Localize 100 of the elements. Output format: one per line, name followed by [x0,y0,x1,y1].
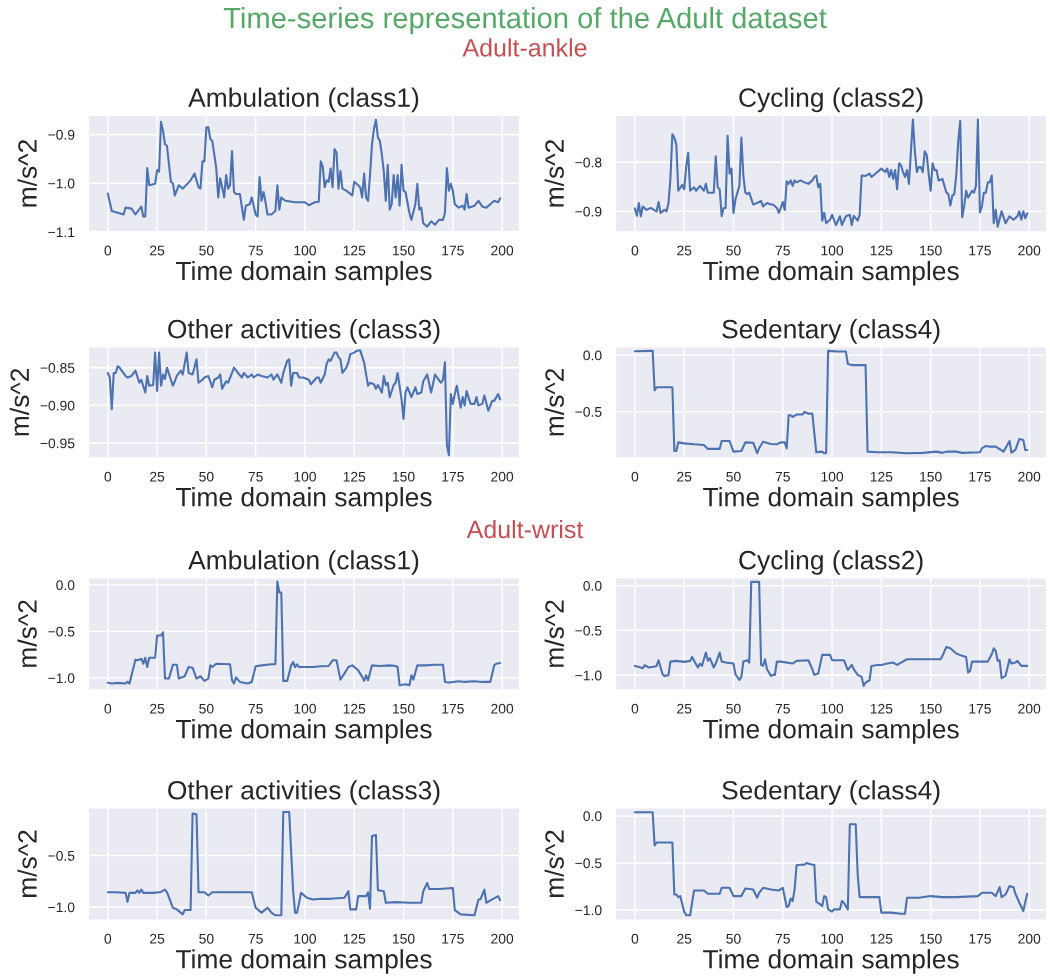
x-axis-title: Time domain samples [703,719,959,744]
y-axis-title: m/s^2 [17,600,37,667]
x-tick-label: 25 [677,245,692,256]
x-tick-label: 150 [393,245,415,256]
y-axis-title: m/s^2 [544,140,564,207]
y-axis-title: m/s^2 [544,600,564,667]
line-series [106,580,502,687]
x-tick-label: 75 [775,245,790,256]
x-tick-label: 50 [199,933,214,944]
y-tick-label: −1.0 [48,673,75,684]
x-tick-label: 0 [631,933,639,944]
chart-title: Ambulation (class1) [188,87,419,113]
x-tick-label: 25 [677,471,692,482]
x-tick-label: 125 [343,471,366,482]
y-tick-label: −0.85 [40,363,75,373]
x-tick-label: 50 [726,471,741,482]
line-series [633,811,1029,917]
y-axis-title: m/s^2 [17,140,37,207]
x-tick-label: 0 [104,703,112,714]
x-tick-label: 150 [920,471,942,482]
x-tick-label: 0 [104,933,112,944]
y-tick-label: −0.9 [575,206,602,217]
y-tick-label: −0.5 [575,858,602,869]
x-tick-label: 125 [343,245,366,256]
x-axis-title: Time domain samples [176,949,432,974]
x-axis-title: Time domain samples [176,260,432,286]
chart-title: Ambulation (class1) [188,550,419,575]
x-tick-label: 100 [821,471,844,482]
x-tick-label: 125 [870,933,893,944]
x-tick-label: 150 [393,933,415,944]
x-tick-label: 125 [870,471,893,482]
x-tick-label: 175 [442,703,464,714]
y-tick-label: −1.1 [48,227,75,238]
x-tick-label: 0 [631,471,639,482]
y-tick-label: 0.0 [56,580,75,591]
x-tick-label: 25 [677,933,692,944]
x-tick-label: 175 [442,471,464,482]
x-tick-label: 100 [294,933,317,944]
x-tick-label: 75 [775,933,790,944]
x-tick-label: 200 [491,933,514,944]
y-tick-label: −0.5 [575,406,602,417]
y-tick-label: 0.0 [583,811,602,822]
line-series [633,118,1029,228]
text: Time-series representation of the Adult dataset [223,6,827,35]
x-tick-label: 100 [821,245,844,256]
y-axis-title: m/s^2 [544,830,564,897]
x-tick-label: 75 [248,703,263,714]
x-tick-label: 125 [343,933,366,944]
x-tick-label: 25 [150,245,165,256]
text: Adult-wrist [466,519,584,539]
x-tick-label: 200 [1018,245,1041,256]
x-tick-label: 25 [150,933,165,944]
x-tick-label: 175 [442,933,464,944]
x-tick-label: 200 [491,471,514,482]
x-tick-label: 100 [294,245,317,256]
x-tick-label: 50 [199,245,214,256]
x-tick-label: 75 [248,471,263,482]
line-series [106,118,502,228]
line-series [633,349,1029,455]
line-series [106,349,502,457]
x-tick-label: 175 [969,245,991,256]
x-tick-label: 0 [104,471,112,482]
x-axis-title: Time domain samples [703,260,959,286]
x-tick-label: 125 [870,245,893,256]
chart-title: Sedentary (class4) [722,319,940,344]
x-tick-label: 200 [491,245,514,256]
chart-title: Sedentary (class4) [722,780,940,805]
x-tick-label: 200 [1018,471,1041,482]
x-tick-label: 100 [821,933,844,944]
y-tick-label: −0.5 [48,626,75,637]
chart-title: Other activities (class3) [168,319,440,344]
chart-title: Cycling (class2) [739,87,923,113]
y-tick-label: −1.0 [48,902,75,913]
x-tick-label: 175 [969,703,991,714]
chart-title: Cycling (class2) [739,550,923,575]
x-tick-label: 50 [726,245,741,256]
x-tick-label: 50 [199,471,214,482]
x-tick-label: 75 [248,245,263,256]
y-tick-label: −0.90 [40,400,75,411]
y-axis-title: m/s^2 [17,830,37,897]
x-tick-label: 200 [1018,933,1041,944]
x-tick-label: 175 [442,245,464,256]
x-tick-label: 200 [1018,703,1041,714]
x-tick-label: 50 [726,933,741,944]
x-tick-label: 25 [150,703,165,714]
y-tick-label: −0.5 [575,625,602,636]
x-tick-label: 100 [821,703,844,714]
x-tick-label: 100 [294,703,317,714]
x-tick-label: 175 [969,933,991,944]
line-series [106,810,502,917]
x-tick-label: 175 [969,471,991,482]
x-axis-title: Time domain samples [176,719,432,744]
y-axis-title: m/s^2 [9,368,30,436]
y-tick-label: −1.0 [575,670,602,681]
y-tick-label: −1.0 [575,905,602,916]
x-tick-label: 50 [199,703,214,714]
x-tick-label: 150 [393,471,415,482]
x-tick-label: 150 [920,703,942,714]
x-tick-label: 50 [726,703,741,714]
x-tick-label: 75 [775,703,790,714]
